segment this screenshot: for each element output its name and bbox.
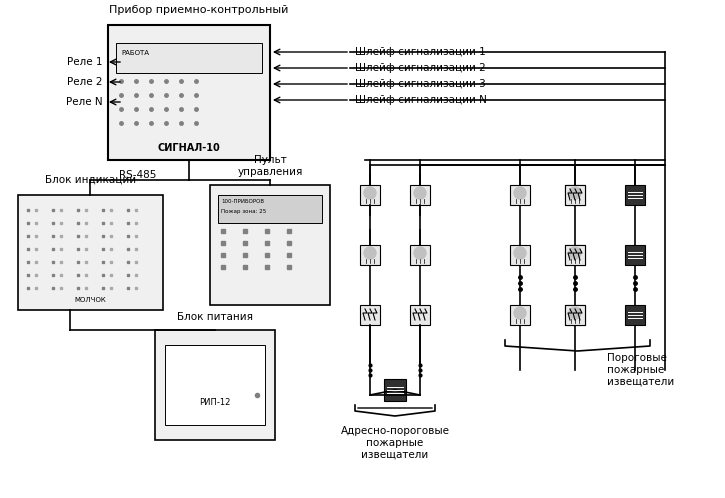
Text: Реле N: Реле N (67, 97, 103, 107)
Text: Реле 2: Реле 2 (67, 77, 103, 87)
Text: Шлейф сигнализации 2: Шлейф сигнализации 2 (355, 63, 486, 73)
Circle shape (514, 247, 526, 259)
Bar (410, 185, 430, 205)
Bar (565, 305, 585, 325)
Text: Пожар зона: 25: Пожар зона: 25 (221, 209, 266, 214)
Bar (565, 245, 585, 265)
Text: Шлейф сигнализации N: Шлейф сигнализации N (355, 95, 487, 105)
Text: Адресно-пороговые
пожарные
извещатели: Адресно-пороговые пожарные извещатели (341, 426, 450, 459)
Bar (410, 245, 430, 265)
Text: МОЛЧОК: МОЛЧОК (75, 297, 107, 303)
Circle shape (569, 187, 581, 199)
Bar (210, 185, 330, 305)
Bar (565, 305, 585, 325)
Circle shape (414, 247, 426, 259)
Text: Шлейф сигнализации 1: Шлейф сигнализации 1 (355, 47, 486, 57)
Bar (18, 195, 163, 310)
Text: РИП-12: РИП-12 (199, 398, 231, 407)
Text: Пульт
управления: Пульт управления (237, 155, 302, 177)
Bar (360, 245, 380, 265)
Bar (116, 43, 262, 73)
Bar (165, 345, 265, 425)
Bar (510, 185, 530, 205)
Bar (218, 195, 322, 223)
Bar (155, 330, 275, 440)
Bar (625, 185, 645, 205)
Bar (384, 379, 406, 401)
Circle shape (414, 187, 426, 199)
Circle shape (569, 247, 581, 259)
Bar (108, 25, 270, 160)
Text: Блок питания: Блок питания (177, 312, 253, 322)
Bar (410, 305, 430, 325)
Bar (510, 305, 530, 325)
Circle shape (364, 247, 376, 259)
Bar (565, 245, 585, 265)
Circle shape (514, 187, 526, 199)
Bar (565, 185, 585, 205)
Text: Реле 1: Реле 1 (67, 57, 103, 67)
Text: Блок индикации: Блок индикации (45, 175, 136, 185)
Bar (625, 305, 645, 325)
Circle shape (514, 307, 526, 319)
Text: Шлейф сигнализации 3: Шлейф сигнализации 3 (355, 79, 486, 89)
Text: Прибор приемно-контрольный: Прибор приемно-контрольный (109, 5, 289, 15)
Bar (625, 245, 645, 265)
Bar (360, 305, 380, 325)
Bar (565, 185, 585, 205)
Circle shape (364, 187, 376, 199)
Text: 100-ПРИБОРОВ: 100-ПРИБОРОВ (221, 199, 264, 204)
Bar (360, 185, 380, 205)
Text: СИГНАЛ-10: СИГНАЛ-10 (157, 143, 220, 153)
Text: RS-485: RS-485 (120, 170, 157, 180)
Text: РАБОТА: РАБОТА (121, 50, 149, 56)
Circle shape (569, 307, 581, 319)
Text: Пороговые
пожарные
извещатели: Пороговые пожарные извещатели (608, 353, 675, 386)
Bar (510, 245, 530, 265)
